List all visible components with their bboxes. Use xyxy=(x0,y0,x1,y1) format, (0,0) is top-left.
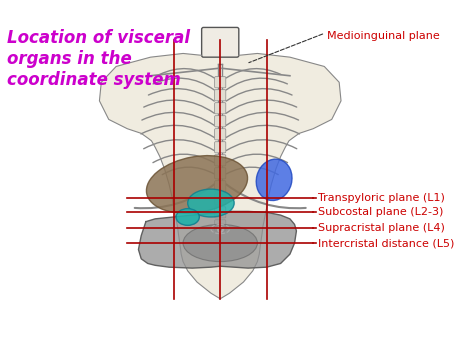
Text: Transpyloric plane (L1): Transpyloric plane (L1) xyxy=(318,193,445,203)
Text: Intercristal distance (L5): Intercristal distance (L5) xyxy=(318,238,454,248)
Text: Location of visceral
organs in the
coordinate system: Location of visceral organs in the coord… xyxy=(8,29,191,89)
Polygon shape xyxy=(100,54,341,299)
Text: Medioinguinal plane: Medioinguinal plane xyxy=(327,31,440,41)
FancyBboxPatch shape xyxy=(215,116,226,127)
FancyBboxPatch shape xyxy=(215,90,226,101)
FancyBboxPatch shape xyxy=(215,207,226,218)
Text: Subcostal plane (L2-3): Subcostal plane (L2-3) xyxy=(318,207,443,217)
FancyBboxPatch shape xyxy=(215,194,226,205)
Ellipse shape xyxy=(146,155,247,213)
FancyBboxPatch shape xyxy=(215,129,226,140)
Ellipse shape xyxy=(188,189,234,217)
FancyBboxPatch shape xyxy=(215,103,226,114)
Text: Supracristal plane (L4): Supracristal plane (L4) xyxy=(318,223,445,233)
FancyBboxPatch shape xyxy=(215,77,226,88)
Polygon shape xyxy=(138,212,296,268)
FancyBboxPatch shape xyxy=(215,181,226,192)
FancyBboxPatch shape xyxy=(215,168,226,179)
Ellipse shape xyxy=(183,224,257,262)
Ellipse shape xyxy=(256,159,292,201)
FancyBboxPatch shape xyxy=(201,27,239,57)
FancyBboxPatch shape xyxy=(215,220,226,231)
FancyBboxPatch shape xyxy=(215,155,226,166)
Ellipse shape xyxy=(176,209,200,225)
FancyBboxPatch shape xyxy=(215,142,226,153)
